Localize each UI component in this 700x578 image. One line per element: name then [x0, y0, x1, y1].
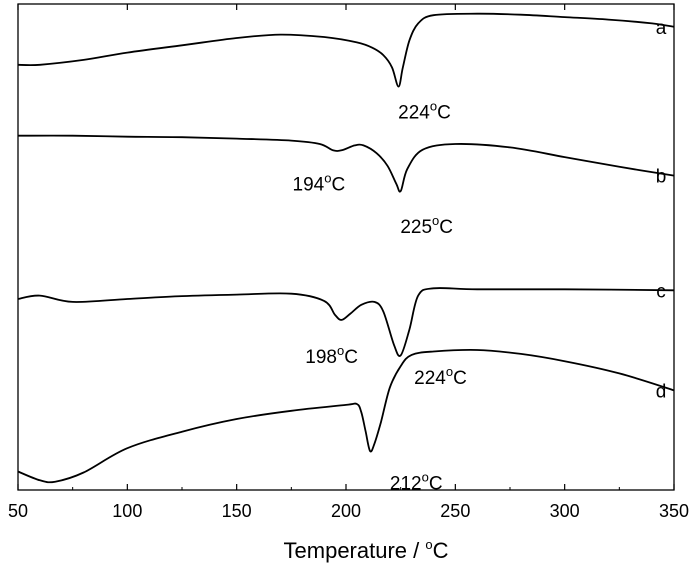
curve-d	[17, 349, 675, 484]
peak-value: 212	[390, 473, 422, 494]
peak-unit: C	[437, 103, 451, 124]
peak-value: 225	[400, 217, 432, 238]
curve-b	[17, 134, 675, 193]
peak-value: 224	[398, 103, 430, 124]
peak-unit: C	[331, 174, 345, 195]
curve-label-b: b	[656, 167, 667, 188]
peak-value: 194	[293, 174, 325, 195]
curve-label-c: c	[656, 281, 666, 302]
plot-frame	[17, 3, 675, 491]
x-axis-unit-degree: o	[425, 537, 432, 552]
x-tick-label: 50	[8, 501, 28, 521]
x-tick-label: 250	[440, 501, 470, 521]
peak-label-c-224: 224oC	[414, 364, 467, 389]
peak-degree: o	[446, 364, 453, 379]
curve-labels: a b c d	[656, 18, 667, 403]
peak-label-a-224: 224oC	[398, 99, 451, 124]
curve-c	[17, 287, 675, 357]
peak-unit: C	[429, 473, 443, 494]
x-tick-label: 300	[550, 501, 580, 521]
peak-label-b-225: 225oC	[400, 213, 453, 238]
curve-label-a: a	[656, 18, 667, 39]
peak-degree: o	[430, 99, 437, 114]
peak-value: 198	[305, 347, 337, 368]
x-axis-unit-letter: C	[433, 538, 449, 563]
peak-value: 224	[414, 368, 446, 389]
peak-label-c-198: 198oC	[305, 343, 358, 368]
peak-unit: C	[439, 217, 453, 238]
peak-unit: C	[453, 368, 467, 389]
curves	[17, 12, 675, 484]
peak-degree: o	[324, 170, 331, 185]
peak-label-d-212: 212oC	[390, 469, 443, 494]
curve-label-d: d	[656, 381, 667, 402]
x-tick-label: 350	[659, 501, 689, 521]
peak-degree: o	[337, 343, 344, 358]
x-tick-label: 200	[331, 501, 361, 521]
peak-label-b-194: 194oC	[293, 170, 346, 195]
curve-a	[17, 12, 675, 88]
x-axis-label: Temperature / oC	[284, 537, 449, 563]
x-axis-ticks: 50 100 150 200 250 300 350	[8, 4, 689, 521]
peak-unit: C	[344, 347, 358, 368]
peak-degree: o	[422, 469, 429, 484]
x-tick-label: 150	[222, 501, 252, 521]
peak-degree: o	[432, 213, 439, 228]
x-tick-label: 100	[112, 501, 142, 521]
